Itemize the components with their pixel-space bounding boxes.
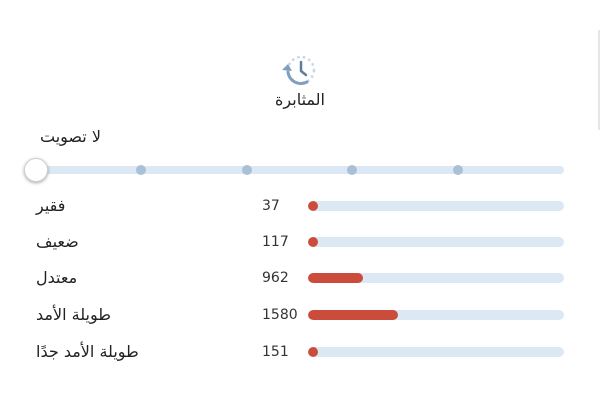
- row-label: معتدل: [36, 268, 78, 287]
- slider-step-dot[interactable]: [136, 165, 146, 175]
- slider-label: لا تصويت: [40, 127, 101, 146]
- scroll-edge: [598, 30, 600, 130]
- row-label: فقير: [36, 196, 66, 215]
- result-bar-track: [308, 273, 564, 283]
- slider-thumb[interactable]: [24, 158, 48, 182]
- slider-track[interactable]: [36, 166, 564, 174]
- result-bar-fill: [308, 237, 318, 247]
- slider-step-dot[interactable]: [453, 165, 463, 175]
- result-bar-fill: [308, 201, 318, 211]
- row-count: 117: [262, 234, 289, 250]
- slider-step-dot[interactable]: [347, 165, 357, 175]
- result-row-long-lasting: طويلة الأمد 1580: [0, 303, 600, 327]
- row-label: طويلة الأمد: [36, 305, 111, 324]
- row-count: 1580: [262, 307, 298, 323]
- row-count: 37: [262, 198, 280, 214]
- result-bar-fill: [308, 273, 363, 283]
- result-row-poor: فقير 37: [0, 194, 600, 218]
- result-row-weak: ضعيف 117: [0, 230, 600, 254]
- result-bar-fill: [308, 310, 398, 320]
- vote-slider[interactable]: [24, 158, 564, 182]
- row-label: ضعيف: [36, 232, 79, 251]
- result-bar-track: [308, 237, 564, 247]
- page-title: المثابرة: [275, 90, 325, 109]
- row-label: طويلة الأمد جدًا: [36, 342, 139, 361]
- clock-history-icon: [282, 55, 316, 85]
- result-bar-track: [308, 201, 564, 211]
- slider-step-dot[interactable]: [242, 165, 252, 175]
- row-count: 962: [262, 270, 289, 286]
- result-row-very-long-lasting: طويلة الأمد جدًا 151: [0, 340, 600, 364]
- result-row-moderate: معتدل 962: [0, 266, 600, 290]
- result-bar-track: [308, 310, 564, 320]
- result-bar-track: [308, 347, 564, 357]
- result-bar-fill: [308, 347, 318, 357]
- row-count: 151: [262, 344, 289, 360]
